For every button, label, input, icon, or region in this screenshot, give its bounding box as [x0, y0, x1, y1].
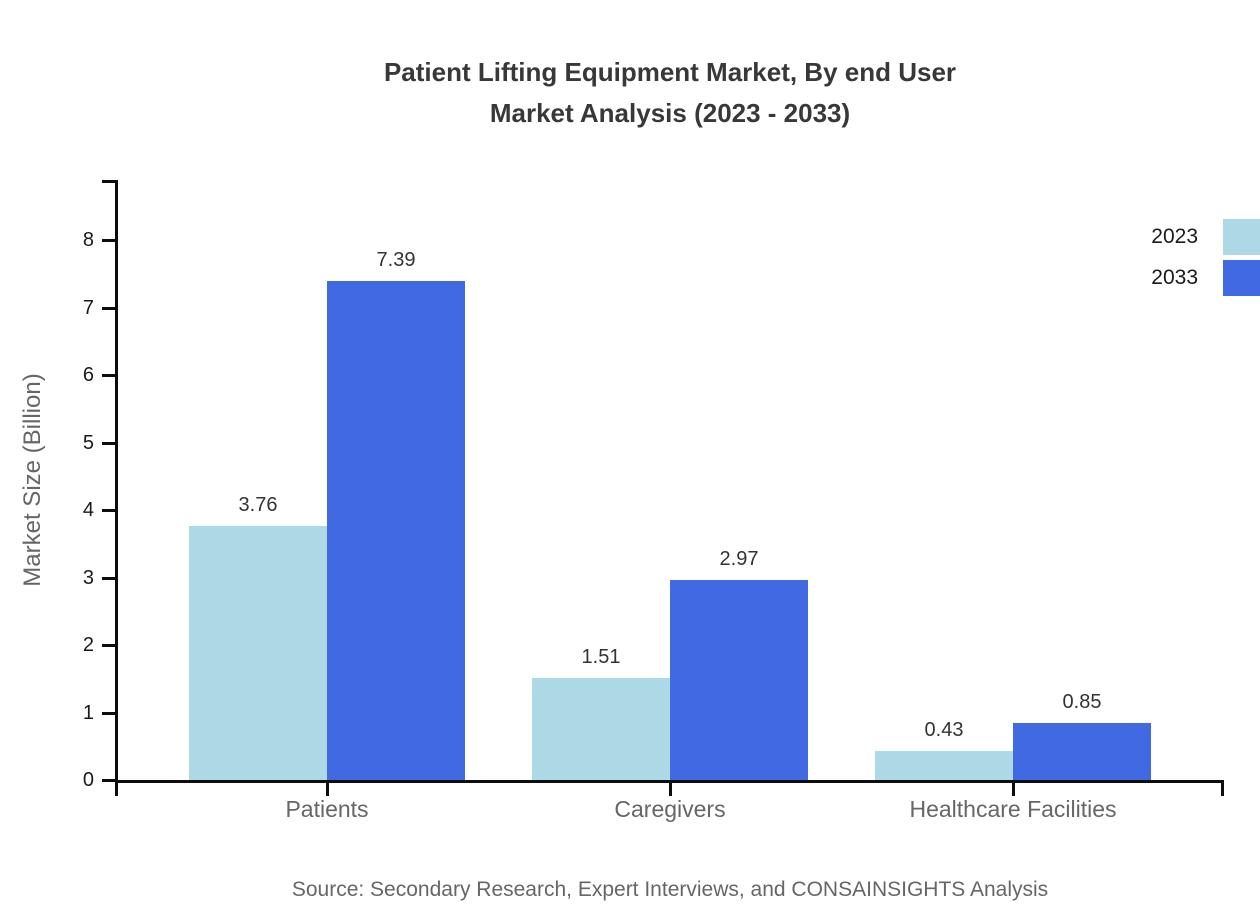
y-tick-mark: [102, 576, 115, 580]
y-tick-mark: [102, 374, 115, 377]
bar-2033-patients: [327, 281, 465, 780]
x-tick-mark: [326, 783, 329, 796]
bar-2033-caregivers: [670, 579, 808, 780]
legend-swatch-2023: [1223, 219, 1260, 255]
x-axis-right-cap: [1221, 780, 1224, 796]
y-tick-mark: [102, 306, 115, 310]
y-tick-mark: [102, 509, 115, 512]
y-tick-label: 2: [82, 634, 94, 656]
bar-2033-healthcare-facilities: [1013, 722, 1151, 780]
chart-title-line2: Market Analysis (2023 - 2033): [489, 98, 851, 128]
y-tick-label: 5: [82, 431, 94, 454]
y-axis-top-cap: [102, 180, 115, 183]
x-tick-mark: [669, 783, 672, 796]
bar-value-label: 0.85: [1062, 690, 1102, 713]
y-tick-mark: [102, 779, 115, 782]
chart-title: Patient Lifting Equipment Market, By end…: [90, 52, 1250, 134]
legend-swatch-2033: [1223, 260, 1260, 296]
x-axis-left-cap: [115, 780, 118, 796]
bar-value-label: 1.51: [581, 646, 621, 669]
bar-value-label: 3.76: [238, 494, 278, 517]
legend-label-2033: 2033: [1151, 266, 1198, 289]
y-tick-mark: [102, 711, 115, 715]
y-tick-label: 4: [82, 499, 94, 521]
bar-2023-caregivers: [532, 678, 670, 780]
x-category-label: Healthcare Facilities: [909, 796, 1117, 822]
y-axis-line: [115, 180, 118, 783]
chart-title-line1: Patient Lifting Equipment Market, By end…: [383, 57, 957, 87]
bar-value-label: 0.43: [924, 718, 964, 741]
x-tick-mark: [1012, 783, 1015, 796]
y-tick-label: 0: [82, 769, 94, 791]
bar-2023-healthcare-facilities: [875, 750, 1013, 780]
source-note: Source: Secondary Research, Expert Inter…: [291, 878, 1049, 901]
y-tick-label: 1: [82, 701, 94, 724]
y-tick-mark: [102, 644, 115, 647]
y-tick-label: 8: [82, 229, 94, 251]
x-category-label: Patients: [285, 796, 369, 822]
y-tick-label: 7: [82, 296, 94, 319]
y-tick-mark: [102, 441, 115, 445]
x-axis-line: [115, 780, 1224, 783]
bar-2023-patients: [189, 526, 327, 780]
y-tick-label: 6: [82, 364, 94, 386]
y-tick-mark: [102, 239, 115, 242]
legend-label-2023: 2023: [1151, 225, 1198, 248]
y-tick-label: 3: [82, 566, 94, 589]
x-category-label: Caregivers: [614, 796, 726, 822]
bar-value-label: 2.97: [719, 547, 759, 570]
bar-value-label: 7.39: [376, 249, 416, 272]
